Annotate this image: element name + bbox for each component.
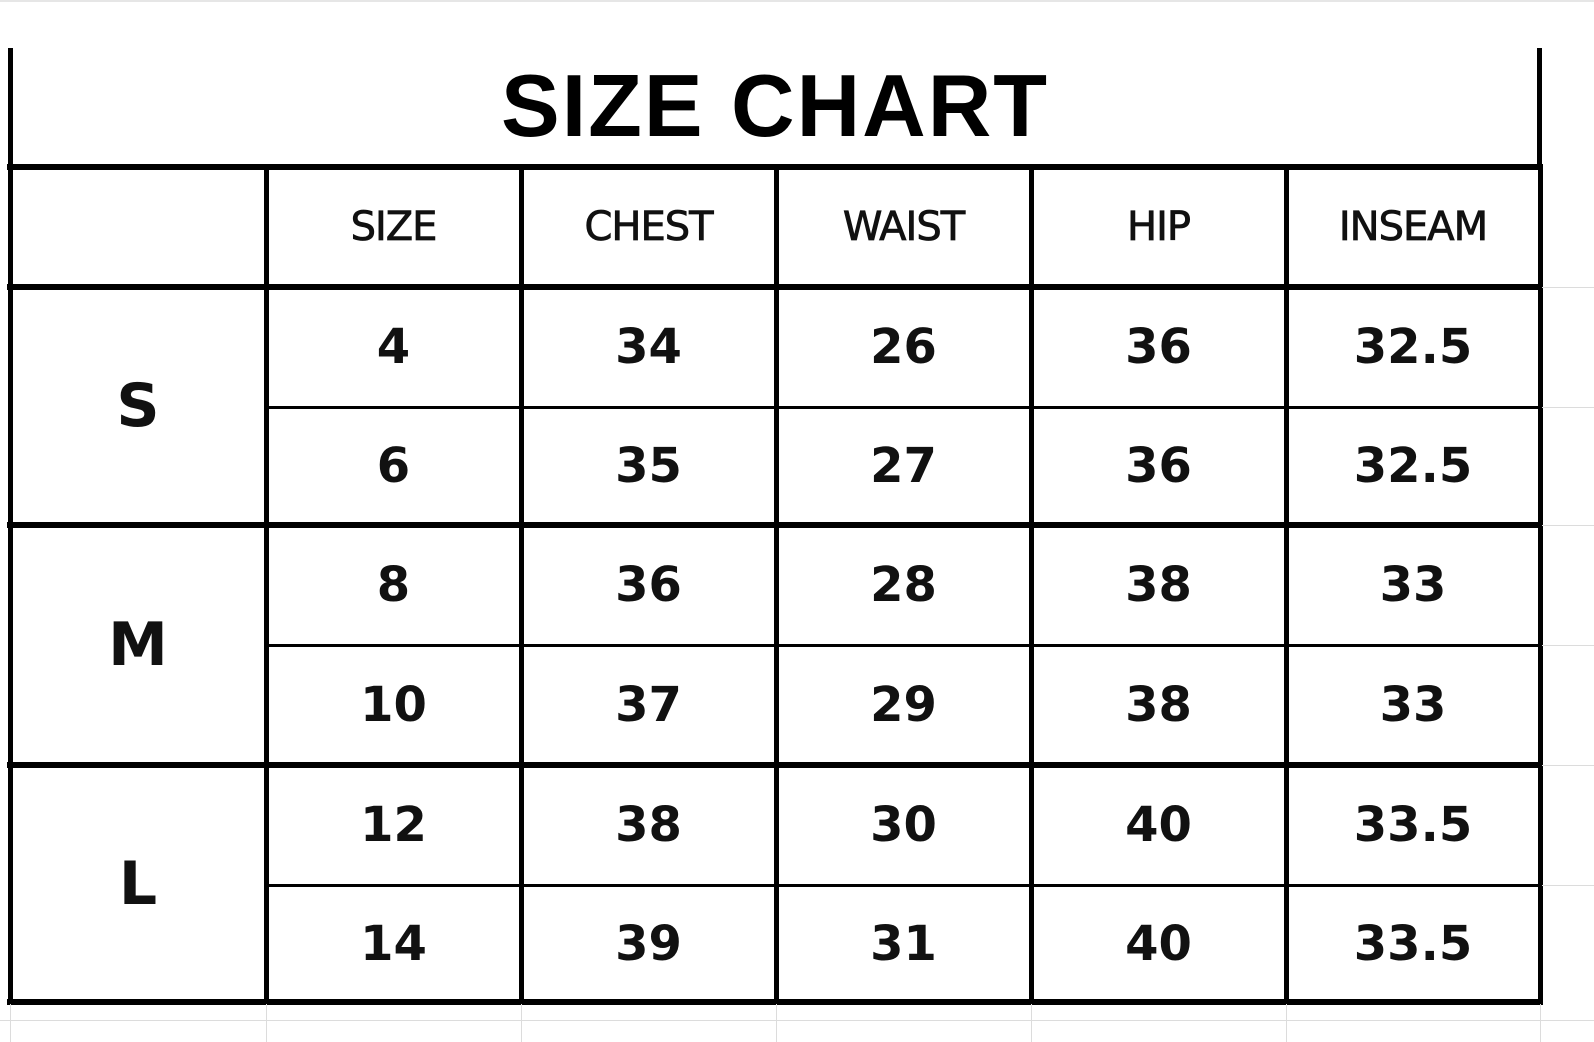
table-cell: 39 bbox=[615, 915, 682, 972]
sheet-gridline bbox=[10, 1004, 11, 1042]
sheet-gridline bbox=[1031, 1004, 1032, 1042]
header-chest: CHEST bbox=[584, 204, 714, 251]
sheet-gridline bbox=[1542, 645, 1594, 646]
table-cell: 38 bbox=[1125, 677, 1192, 733]
table-border bbox=[266, 884, 1540, 887]
table-cell: 36 bbox=[1125, 438, 1192, 494]
table-border bbox=[8, 167, 13, 1005]
sheet-gridline bbox=[776, 1004, 777, 1042]
table-cell: 27 bbox=[870, 438, 937, 494]
table-cell: 33.5 bbox=[1353, 915, 1473, 972]
sheet-gridline bbox=[521, 1004, 522, 1042]
table-border bbox=[1029, 167, 1034, 1005]
table-cell: 36 bbox=[615, 557, 682, 613]
sheet-top-border bbox=[0, 0, 1594, 2]
title-area: SIZE CHART bbox=[8, 48, 1542, 167]
sheet-gridline bbox=[1542, 287, 1594, 288]
table-cell: 28 bbox=[870, 557, 937, 613]
table-border bbox=[519, 167, 524, 1005]
table-cell: 34 bbox=[615, 319, 682, 375]
table-cell: 32.5 bbox=[1353, 319, 1473, 375]
table-cell: 12 bbox=[360, 797, 427, 853]
table-border bbox=[266, 406, 1540, 409]
table-cell: 8 bbox=[376, 557, 411, 613]
table-cell: 32.5 bbox=[1353, 438, 1473, 494]
sheet-gridline bbox=[1286, 1004, 1287, 1042]
table-border bbox=[264, 167, 269, 1005]
table-cell: 38 bbox=[615, 797, 682, 853]
table-cell: 26 bbox=[870, 319, 937, 375]
table-cell: 31 bbox=[870, 915, 937, 972]
table-border bbox=[1284, 167, 1289, 1005]
header-inseam: INSEAM bbox=[1338, 204, 1488, 251]
header-waist: WAIST bbox=[842, 204, 965, 251]
table-cell: 36 bbox=[1125, 319, 1192, 375]
size-group-label: L bbox=[118, 848, 158, 919]
table-cell: 35 bbox=[615, 438, 682, 494]
size-group-label: M bbox=[108, 610, 168, 680]
table-border bbox=[1538, 167, 1543, 1005]
header-blank bbox=[10, 167, 266, 287]
table-cell: 14 bbox=[360, 915, 427, 972]
table-cell: 40 bbox=[1125, 797, 1192, 853]
table-cell: 10 bbox=[360, 677, 427, 733]
table-border bbox=[774, 167, 779, 1005]
sheet-gridline bbox=[0, 1020, 1594, 1021]
table-cell: 40 bbox=[1125, 915, 1192, 972]
chart-title: SIZE CHART bbox=[501, 55, 1049, 155]
table-cell: 30 bbox=[870, 797, 937, 853]
table-border bbox=[266, 644, 1540, 647]
header-hip: HIP bbox=[1127, 204, 1192, 251]
sheet-gridline bbox=[1540, 1004, 1541, 1042]
header-size: SIZE bbox=[350, 204, 438, 251]
sheet-gridline bbox=[1542, 885, 1594, 886]
sheet-gridline bbox=[1542, 765, 1594, 766]
sheet-gridline bbox=[1542, 407, 1594, 408]
table-cell: 37 bbox=[615, 677, 682, 733]
size-group-label: S bbox=[116, 371, 160, 441]
sheet-gridline bbox=[1542, 525, 1594, 526]
table-cell: 6 bbox=[376, 438, 411, 494]
table-cell: 33.5 bbox=[1353, 797, 1473, 853]
table-cell: 38 bbox=[1125, 557, 1192, 613]
table-cell: 4 bbox=[376, 319, 411, 375]
table-cell: 29 bbox=[870, 677, 937, 733]
table-cell: 33 bbox=[1379, 557, 1447, 613]
sheet-gridline bbox=[266, 1004, 267, 1042]
table-cell: 33 bbox=[1379, 677, 1447, 733]
